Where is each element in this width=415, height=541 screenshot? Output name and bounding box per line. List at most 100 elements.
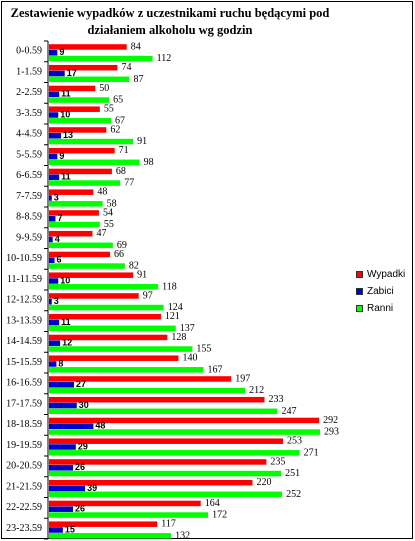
category-label: 15-15.59 xyxy=(6,357,42,368)
bar-wypadki xyxy=(49,64,118,71)
bar-wypadki xyxy=(49,396,265,403)
bar-zabici xyxy=(49,216,56,222)
category-label: 6-6.59 xyxy=(16,170,42,181)
data-label-ranni: 251 xyxy=(285,468,300,479)
bar-zabici xyxy=(49,402,77,409)
bar-ranni xyxy=(49,221,100,228)
data-label-zabici: 30 xyxy=(79,400,89,410)
data-label-wypadki: 140 xyxy=(183,353,198,364)
bar-wypadki xyxy=(49,438,284,444)
bar-zabici xyxy=(49,319,60,326)
bar-ranni xyxy=(49,367,204,373)
data-label-ranni: 82 xyxy=(129,261,139,272)
data-label-ranni: 98 xyxy=(144,157,154,168)
data-label-ranni: 271 xyxy=(304,447,319,458)
category-label: 17-17.59 xyxy=(6,398,42,409)
bar-ranni xyxy=(49,450,300,456)
bar-wypadki xyxy=(49,106,100,112)
data-label-zabici: 3 xyxy=(54,296,59,306)
data-label-zabici: 9 xyxy=(59,47,64,57)
bar-ranni xyxy=(49,429,321,435)
category-label: 11-11.59 xyxy=(7,274,42,285)
data-label-wypadki: 50 xyxy=(99,83,109,94)
legend-swatch-zabici xyxy=(356,288,363,295)
data-label-ranni: 112 xyxy=(157,53,172,64)
data-label-wypadki: 235 xyxy=(270,456,285,467)
bar-zabici xyxy=(49,112,59,118)
data-label-zabici: 15 xyxy=(65,524,75,534)
data-label-zabici: 27 xyxy=(76,379,86,389)
data-label-zabici: 12 xyxy=(62,338,72,348)
data-label-wypadki: 121 xyxy=(165,311,180,322)
category-label: 2-2.59 xyxy=(16,87,42,98)
data-label-ranni: 67 xyxy=(115,115,125,126)
category-label: 3-3.59 xyxy=(16,108,42,119)
bar-ranni xyxy=(49,533,172,539)
bar-wypadki xyxy=(49,500,201,507)
category-label: 8-8.59 xyxy=(16,212,42,223)
bar-wypadki xyxy=(49,147,115,154)
bar-wypadki xyxy=(49,293,139,299)
category-label: 21-21.59 xyxy=(6,481,42,492)
bar-wypadki xyxy=(49,127,107,133)
bar-wypadki xyxy=(49,85,96,92)
data-label-ranni: 167 xyxy=(207,364,222,375)
bar-zabici xyxy=(49,382,74,388)
bar-wypadki xyxy=(49,334,168,341)
data-label-wypadki: 233 xyxy=(269,394,284,405)
bar-zabici xyxy=(49,50,58,56)
bar-ranni xyxy=(49,138,134,145)
bar-ranni xyxy=(49,346,193,352)
bar-zabici xyxy=(49,257,55,263)
data-label-zabici: 11 xyxy=(61,89,71,99)
data-label-ranni: 91 xyxy=(137,136,147,147)
data-label-zabici: 48 xyxy=(95,421,105,431)
category-label: 10-10.59 xyxy=(6,253,42,264)
data-label-ranni: 58 xyxy=(107,198,117,209)
bar-zabici xyxy=(49,299,52,305)
category-label: 22-22.59 xyxy=(6,502,42,513)
data-label-wypadki: 117 xyxy=(161,519,176,530)
data-label-ranni: 118 xyxy=(162,281,177,292)
bar-zabici xyxy=(49,465,74,471)
data-label-wypadki: 253 xyxy=(287,436,302,447)
category-label: 16-16.59 xyxy=(6,378,42,389)
bar-ranni xyxy=(49,97,110,103)
bar-ranni xyxy=(49,387,246,394)
bar-wypadki xyxy=(49,313,161,320)
data-label-wypadki: 54 xyxy=(103,207,113,218)
data-label-ranni: 172 xyxy=(212,510,227,521)
bar-ranni xyxy=(49,491,283,498)
bar-ranni xyxy=(49,408,278,415)
bar-wypadki xyxy=(49,459,267,465)
bar-ranni xyxy=(49,304,164,311)
legend-label-ranni: Ranni xyxy=(367,303,394,314)
category-label: 1-1.59 xyxy=(16,66,42,77)
legend-swatch-wypadki xyxy=(356,271,363,278)
data-label-ranni: 124 xyxy=(168,302,183,313)
bar-wypadki xyxy=(49,521,158,527)
data-label-wypadki: 48 xyxy=(97,187,107,198)
category-label: 4-4.59 xyxy=(16,129,42,140)
data-label-zabici: 11 xyxy=(61,317,71,327)
category-label: 20-20.59 xyxy=(6,461,42,472)
category-label: 18-18.59 xyxy=(6,419,42,430)
data-label-wypadki: 68 xyxy=(116,166,126,177)
chart-title-line-1: Zestawienie wypadków z uczestnikami ruch… xyxy=(10,6,330,20)
data-label-ranni: 77 xyxy=(124,178,134,189)
bar-ranni xyxy=(49,201,103,207)
data-label-wypadki: 71 xyxy=(119,145,129,156)
data-label-ranni: 155 xyxy=(196,344,211,355)
bar-ranni xyxy=(49,263,125,269)
bar-ranni xyxy=(49,159,140,166)
data-label-ranni: 252 xyxy=(286,489,301,500)
bar-zabici xyxy=(49,444,76,450)
data-label-ranni: 137 xyxy=(180,323,195,334)
bar-ranni xyxy=(49,76,130,83)
bar-ranni xyxy=(49,242,113,249)
data-label-wypadki: 66 xyxy=(114,249,124,260)
legend: Wypadki Zabici Ranni xyxy=(356,266,405,317)
data-label-wypadki: 292 xyxy=(323,415,338,426)
bar-zabici xyxy=(49,174,60,180)
